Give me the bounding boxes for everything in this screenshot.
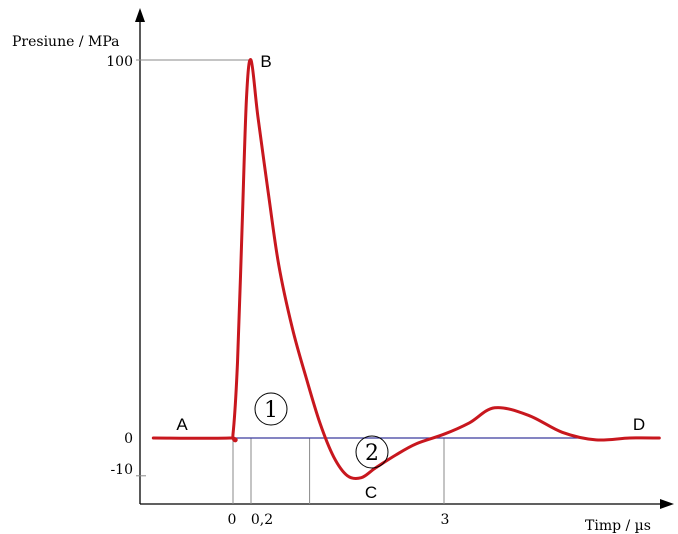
region-1-label: 1 [264, 398, 278, 423]
y-tick-label: 100 [106, 54, 133, 70]
x-tick-label: 3 [441, 512, 450, 528]
y-tick-label: -10 [110, 462, 133, 478]
x-tick-label: 0 [228, 512, 237, 528]
x-axis-arrow [660, 499, 674, 509]
point-label-d: D [633, 415, 645, 434]
x-axis-title: Timp / µs [585, 518, 651, 534]
guide-lines [136, 59, 445, 504]
y-axis-arrow [135, 8, 145, 22]
x-tick-label: 0,2 [251, 512, 273, 528]
point-label-c: C [365, 483, 377, 502]
point-label-b: B [260, 52, 271, 71]
y-tick-label: 0 [124, 431, 133, 447]
point-label-a: A [176, 415, 188, 434]
region-1-circle [254, 392, 288, 426]
y-axis-title: Presiune / MPa [12, 34, 119, 50]
pressure-curve [151, 58, 661, 481]
region-2-circle [355, 435, 389, 469]
region-2-label: 2 [365, 441, 379, 466]
